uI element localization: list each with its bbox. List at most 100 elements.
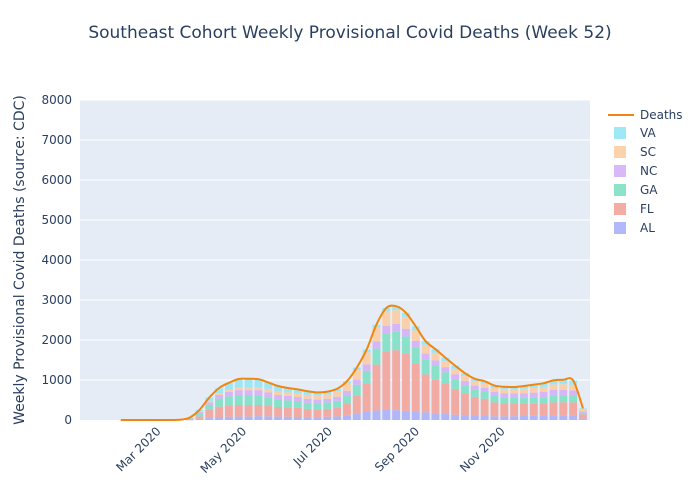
y-tick-label: 6000 — [41, 173, 72, 187]
line-layer — [120, 304, 584, 422]
legend-swatch — [614, 146, 626, 158]
bar-al — [274, 416, 283, 420]
bar-al — [224, 416, 233, 420]
x-tick-label: Nov 2020 — [457, 424, 508, 475]
bar-ga — [441, 372, 450, 384]
bar-ga — [579, 412, 587, 415]
bar-fl — [520, 403, 528, 416]
bar-ga — [264, 397, 273, 406]
bar-nc — [215, 395, 224, 399]
bar-va — [274, 386, 283, 392]
gridlines — [80, 99, 590, 381]
bar-fl — [411, 363, 420, 412]
bar-nc — [579, 411, 587, 413]
bar-nc — [224, 392, 233, 397]
legend-label: Deaths — [640, 108, 683, 122]
bar-nc — [343, 390, 351, 396]
bar-sc — [451, 368, 460, 375]
bar-fl — [224, 405, 233, 417]
bar-sc — [480, 383, 489, 388]
bar-ga — [284, 400, 292, 408]
bar-nc — [205, 402, 214, 405]
bar-ga — [569, 396, 578, 403]
bar-ga — [431, 366, 440, 380]
bar-al — [372, 410, 381, 420]
bar-ga — [185, 418, 194, 420]
y-tick-label: 5000 — [41, 213, 72, 227]
bar-sc — [234, 387, 243, 391]
bar-fl — [539, 403, 548, 416]
bar-ga — [480, 392, 489, 399]
bar-sc — [284, 392, 292, 396]
bar-sc — [313, 395, 322, 400]
bar-ga — [549, 395, 558, 403]
line-deaths — [120, 304, 584, 422]
bar-va — [284, 388, 292, 393]
y-axis-ticks: 0 1000 2000 3000 4000 5000 6000 7000 8000 — [41, 93, 72, 427]
bar-nc — [333, 396, 342, 401]
bar-fl — [274, 407, 283, 417]
bar-sc — [333, 391, 342, 397]
bar-nc — [313, 399, 322, 404]
bar-va — [392, 306, 401, 311]
bar-sc — [431, 352, 440, 361]
bar-sc — [244, 387, 253, 391]
x-tick-label: May 2020 — [198, 424, 250, 476]
bar-sc — [461, 376, 469, 381]
bar-fl — [185, 419, 194, 421]
y-tick-label: 0 — [64, 413, 72, 427]
bar-va — [264, 382, 273, 389]
bar-va — [421, 341, 430, 345]
bar-nc — [470, 385, 479, 390]
bar-fl — [579, 414, 587, 419]
bar-al — [520, 416, 528, 420]
bar-al — [549, 415, 558, 420]
bar-va — [205, 397, 214, 401]
bar-va — [313, 392, 322, 396]
bar-va — [480, 381, 489, 384]
bar-al — [579, 418, 587, 420]
bar-nc — [362, 364, 371, 371]
bar-va — [529, 384, 538, 388]
bar-ga — [303, 402, 312, 409]
bar-sc — [510, 389, 519, 394]
bar-sc — [500, 389, 509, 394]
bar-nc — [244, 390, 253, 395]
bar-sc — [293, 393, 302, 397]
bar-va — [510, 387, 519, 390]
bar-al — [352, 413, 361, 420]
bar-va — [215, 388, 224, 393]
legend-label: SC — [640, 145, 656, 159]
bar-ga — [520, 397, 528, 404]
bar-al — [195, 418, 204, 420]
bar-sc — [254, 387, 263, 391]
bar-nc — [451, 374, 460, 380]
bar-va — [579, 408, 587, 410]
bar-va — [411, 326, 420, 331]
bar-nc — [480, 388, 489, 392]
bar-nc — [510, 393, 519, 398]
bar-ga — [461, 385, 469, 394]
bar-al — [441, 414, 450, 420]
chart-title: Southeast Cohort Weekly Provisional Covi… — [88, 23, 611, 43]
bar-fl — [215, 406, 224, 417]
bar-nc — [421, 353, 430, 360]
legend-swatch — [614, 127, 626, 139]
bar-ga — [234, 395, 243, 405]
bar-nc — [411, 340, 420, 348]
bar-al — [529, 415, 538, 420]
bar-nc — [539, 392, 548, 398]
bar-sc — [323, 394, 332, 399]
bar-fl — [293, 407, 302, 417]
bar-nc — [323, 398, 332, 403]
bar-sc — [470, 381, 479, 386]
bar-al — [461, 415, 469, 420]
bar-al — [234, 416, 243, 420]
bar-va — [451, 365, 460, 369]
bar-ga — [215, 398, 224, 407]
bar-al — [402, 410, 410, 420]
bar-nc — [254, 390, 263, 396]
bar-sc — [215, 393, 224, 395]
y-axis-label: Weekly Provisional Covid Deaths (source:… — [12, 95, 28, 425]
